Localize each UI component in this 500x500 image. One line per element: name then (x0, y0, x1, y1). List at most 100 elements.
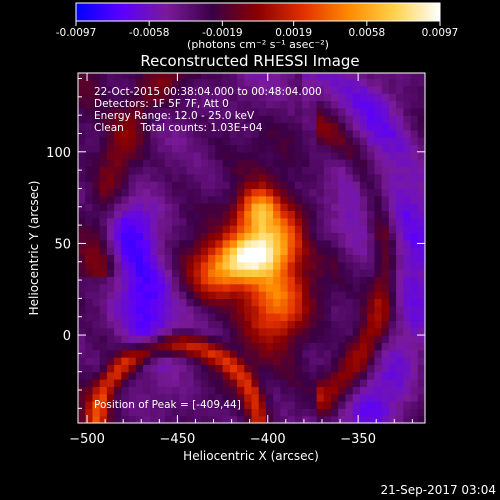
heatmap-cell (273, 335, 282, 343)
heatmap-cell (106, 188, 115, 197)
heatmap-cell (374, 254, 383, 263)
heatmap-cell (244, 203, 253, 212)
heatmap-cell (85, 349, 94, 358)
heatmap-cell (331, 129, 339, 138)
heatmap-cell (215, 210, 224, 219)
heatmap-cell (403, 305, 412, 314)
heatmap-cell (215, 415, 224, 423)
heatmap-cell (287, 151, 296, 160)
heatmap-cell (164, 188, 173, 197)
heatmap-cell (222, 349, 231, 358)
heatmap-cell (396, 100, 404, 109)
heatmap-cell (99, 342, 108, 351)
heatmap-cell (417, 107, 425, 116)
heatmap-cell (200, 85, 209, 94)
heatmap-cell (309, 239, 318, 248)
heatmap-cell (309, 401, 318, 409)
heatmap-cell (179, 408, 188, 417)
heatmap-cell (244, 239, 253, 248)
heatmap-cell (374, 129, 383, 138)
heatmap-cell (258, 364, 267, 373)
heatmap-cell (171, 335, 180, 343)
heatmap-cell (114, 283, 122, 292)
heatmap-cell (171, 137, 180, 146)
heatmap-cell (128, 188, 137, 197)
heatmap-cell (143, 401, 151, 409)
heatmap-cell (78, 225, 86, 234)
heatmap-cell (302, 364, 310, 373)
heatmap-cell (309, 269, 318, 278)
heatmap-cell (410, 122, 419, 131)
heatmap-cell (309, 107, 318, 116)
heatmap-cell (323, 364, 332, 373)
heatmap-cell (208, 210, 216, 219)
heatmap-cell (208, 225, 216, 234)
heatmap-cell (244, 364, 253, 373)
heatmap-cell (244, 415, 253, 423)
heatmap-cell (367, 327, 375, 336)
heatmap-cell (171, 415, 180, 423)
heatmap-cell (367, 291, 375, 299)
heatmap-cell (114, 217, 122, 226)
heatmap-cell (99, 166, 108, 175)
heatmap-cell (222, 78, 231, 87)
heatmap-cell (352, 173, 361, 182)
heatmap-cell (265, 93, 274, 102)
heatmap-cell (251, 100, 260, 109)
heatmap-cell (403, 401, 412, 409)
heatmap-cell (193, 122, 202, 131)
heatmap-cell (302, 85, 310, 94)
heatmap-cell (143, 173, 151, 182)
heatmap-cell (316, 151, 325, 160)
heatmap-cell (345, 386, 354, 395)
heatmap-cell (171, 129, 180, 138)
heatmap-cell (280, 254, 289, 263)
heatmap-cell (237, 276, 245, 285)
heatmap-cell (294, 386, 303, 395)
heatmap-cell (193, 78, 202, 87)
heatmap-cell (251, 93, 260, 102)
heatmap-cell (229, 283, 238, 292)
heatmap-cell (265, 357, 274, 365)
heatmap-cell (106, 210, 115, 219)
heatmap-cell (99, 276, 108, 285)
heatmap-cell (99, 203, 108, 212)
heatmap-cell (215, 225, 224, 234)
heatmap-cell (157, 166, 166, 175)
heatmap-cell (417, 327, 425, 336)
heatmap-cell (215, 129, 224, 138)
heatmap-cell (410, 166, 419, 175)
heatmap-cell (135, 225, 144, 234)
heatmap-cell (135, 415, 144, 423)
heatmap-cell (244, 408, 253, 417)
heatmap-cell (143, 371, 151, 380)
heatmap-cell (157, 261, 166, 270)
heatmap-cell (367, 335, 375, 343)
heatmap-cell (200, 232, 209, 241)
heatmap-cell (258, 159, 267, 168)
heatmap-cell (135, 364, 144, 373)
heatmap-cell (229, 335, 238, 343)
heatmap-cell (396, 151, 404, 160)
heatmap-cell (294, 349, 303, 358)
heatmap-cell (92, 393, 101, 402)
heatmap-cell (135, 408, 144, 417)
heatmap-cell (121, 78, 130, 87)
heatmap-cell (143, 320, 151, 329)
y-tick-label: 0 (63, 329, 71, 344)
heatmap-cell (251, 85, 260, 94)
heatmap-cell (352, 371, 361, 380)
heatmap-cell (135, 291, 144, 299)
heatmap-cell (294, 393, 303, 402)
heatmap-cell (106, 85, 115, 94)
heatmap-cell (179, 313, 188, 321)
heatmap-cell (251, 276, 260, 285)
heatmap-cell (388, 93, 397, 102)
heatmap-cell (150, 276, 159, 285)
heatmap-cell (302, 379, 310, 387)
heatmap-cell (403, 239, 412, 248)
heatmap-cell (302, 320, 310, 329)
heatmap-cell (171, 342, 180, 351)
heatmap-cell (157, 327, 166, 336)
heatmap-cell (316, 415, 325, 423)
